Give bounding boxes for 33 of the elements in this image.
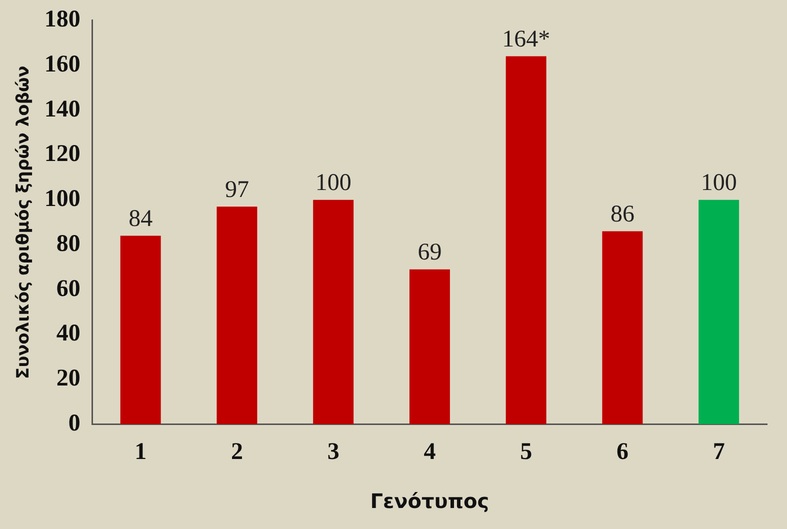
y-tick-label: 140 xyxy=(44,96,80,122)
x-tick-label: 4 xyxy=(424,438,436,465)
x-axis-title: Γενότυπος xyxy=(370,489,490,514)
y-axis-title: Συνολικός αριθμός ξηρών λοβών xyxy=(14,66,34,379)
data-label: 100 xyxy=(315,170,352,196)
data-label: 84 xyxy=(128,206,153,232)
data-label: 164* xyxy=(502,26,550,53)
bar xyxy=(698,200,740,424)
y-tick-label: 160 xyxy=(44,51,80,78)
data-label: 69 xyxy=(418,240,442,266)
y-tick-label: 60 xyxy=(56,276,80,302)
bar xyxy=(313,200,354,424)
y-tick-label: 180 xyxy=(44,6,80,33)
x-tick-label: 2 xyxy=(230,438,243,465)
y-tick-label: 120 xyxy=(44,141,80,168)
bar xyxy=(216,206,258,424)
y-tick-label: 40 xyxy=(56,320,80,347)
bar xyxy=(409,269,450,424)
data-label: 100 xyxy=(700,170,737,196)
bar xyxy=(120,236,161,424)
y-tick-label: 80 xyxy=(56,230,80,257)
y-tick-label: 0 xyxy=(68,410,80,436)
bar xyxy=(506,56,546,424)
data-label: 97 xyxy=(224,176,249,203)
y-tick-label: 20 xyxy=(56,366,80,392)
x-tick-label: 5 xyxy=(520,438,532,465)
data-label: 86 xyxy=(610,202,634,228)
x-tick-label: 7 xyxy=(712,438,725,465)
bar xyxy=(602,231,643,424)
y-tick-label: 100 xyxy=(44,186,80,212)
x-tick-label: 1 xyxy=(134,438,147,465)
x-tick-label: 3 xyxy=(327,438,340,465)
x-tick-label: 6 xyxy=(616,438,628,465)
